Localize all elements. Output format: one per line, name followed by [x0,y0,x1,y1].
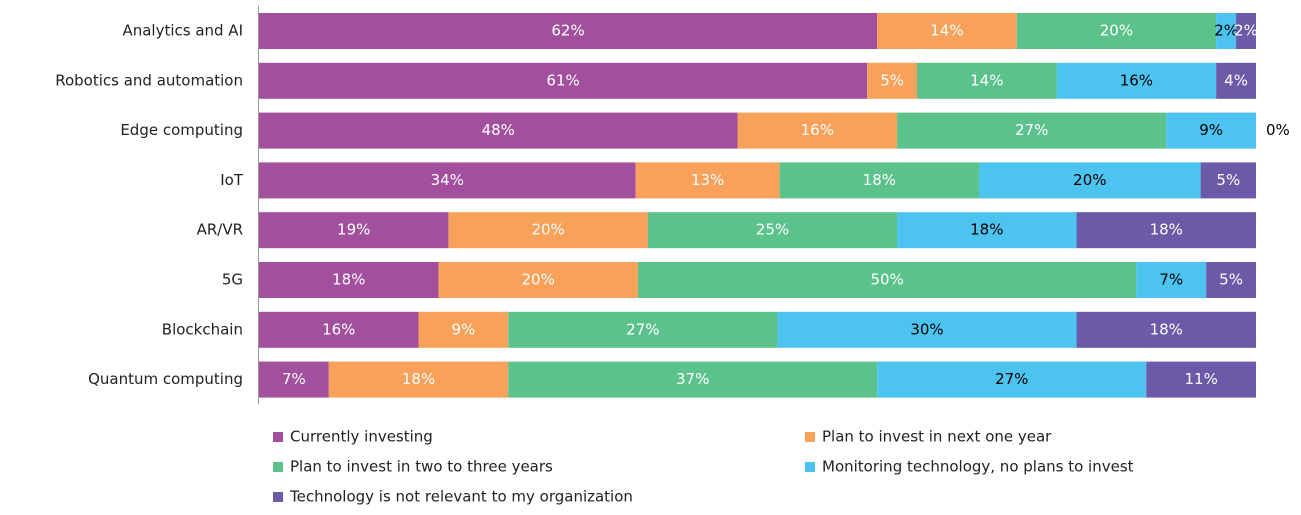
legend-label: Monitoring technology, no plans to inves… [822,458,1134,476]
bar-segment [1076,212,1256,249]
category-label: Blockchain [162,320,243,338]
value-label: 27% [995,370,1028,388]
value-label: 30% [910,320,943,338]
value-label: 13% [691,171,724,189]
bar-segment [647,212,898,249]
bar-segment [259,361,329,398]
bar-segment [897,212,1077,249]
value-label: 0% [1266,121,1290,139]
value-label: 27% [626,320,659,338]
bar-segment [779,162,980,199]
value-label: 37% [676,370,709,388]
value-label: 5% [1216,171,1240,189]
category-label: Edge computing [120,121,243,139]
bar-segment [508,361,878,398]
bar-segment [635,162,780,199]
bar-segment [438,262,638,298]
bar-segment [259,311,419,348]
value-label: 2% [1234,22,1258,40]
bar-segment [1146,361,1256,398]
value-label: 62% [551,22,584,40]
value-label: 20% [521,271,554,289]
legend-swatch [273,462,283,472]
value-label: 27% [1015,121,1048,139]
value-label: 25% [756,221,789,239]
value-label: 61% [546,71,579,89]
value-label: 16% [322,320,355,338]
value-label: 5% [880,71,904,89]
legend-label: Plan to invest in next one year [822,428,1052,446]
value-label: 34% [431,171,464,189]
bar-segment [1136,262,1207,298]
bar-segment [737,112,898,149]
bar-segment [508,311,778,348]
category-label: IoT [220,171,244,189]
bar-segment [259,212,449,249]
value-label: 11% [1184,370,1217,388]
value-label: 20% [1100,22,1133,40]
legend-label: Currently investing [290,428,433,446]
bar-segment [448,212,648,249]
legend-swatch [805,462,815,472]
value-label: 18% [332,271,365,289]
category-label: Robotics and automation [55,71,243,89]
value-label: 7% [282,370,306,388]
legend-swatch [805,432,815,442]
category-label: Quantum computing [88,370,243,388]
bar-segment [259,262,439,298]
legend-swatch [273,492,283,502]
bar-segment [1166,112,1256,149]
value-label: 14% [970,71,1003,89]
value-label: 16% [1120,71,1153,89]
bar-segment [418,311,509,348]
value-label: 5% [1219,271,1243,289]
value-label: 9% [451,320,475,338]
bar-segment [917,62,1057,99]
bar-segment [1216,62,1256,99]
value-label: 9% [1199,121,1223,139]
value-label: 2% [1214,22,1238,40]
bar-segment [1206,262,1256,298]
value-label: 16% [801,121,834,139]
value-label: 14% [930,22,963,40]
category-label: AR/VR [197,221,243,239]
value-label: 18% [1150,221,1183,239]
bar-segment [1200,162,1256,199]
bar-segment [259,13,878,49]
bar-segment [867,62,918,99]
bar-segment [877,13,1017,49]
bar-segment [259,112,738,149]
bar-segment [259,162,636,199]
value-label: 19% [337,221,370,239]
value-label: 20% [531,221,564,239]
value-label: 18% [863,171,896,189]
bar-segment [328,361,509,398]
value-label: 18% [1150,320,1183,338]
bar-segment [1216,13,1237,49]
bar-segment [1236,13,1256,49]
value-label: 50% [870,271,903,289]
bar-segment [777,311,1077,348]
bar-segment [1056,62,1217,99]
bar-segment [1016,13,1217,49]
legend-swatch [273,432,283,442]
bar-segment [897,112,1167,149]
legend-label: Plan to invest in two to three years [290,458,553,476]
value-label: 18% [970,221,1003,239]
category-label: Analytics and AI [122,22,243,40]
bar-segment [637,262,1137,298]
category-label: 5G [222,271,243,289]
legend-label: Technology is not relevant to my organiz… [289,488,633,506]
bar-segment [877,361,1147,398]
value-label: 48% [482,121,515,139]
bar-segment [1076,311,1256,348]
value-label: 7% [1159,271,1183,289]
value-label: 20% [1073,171,1106,189]
value-label: 4% [1224,71,1248,89]
bar-segment [259,62,868,99]
value-label: 18% [402,370,435,388]
bar-segment [979,162,1201,199]
